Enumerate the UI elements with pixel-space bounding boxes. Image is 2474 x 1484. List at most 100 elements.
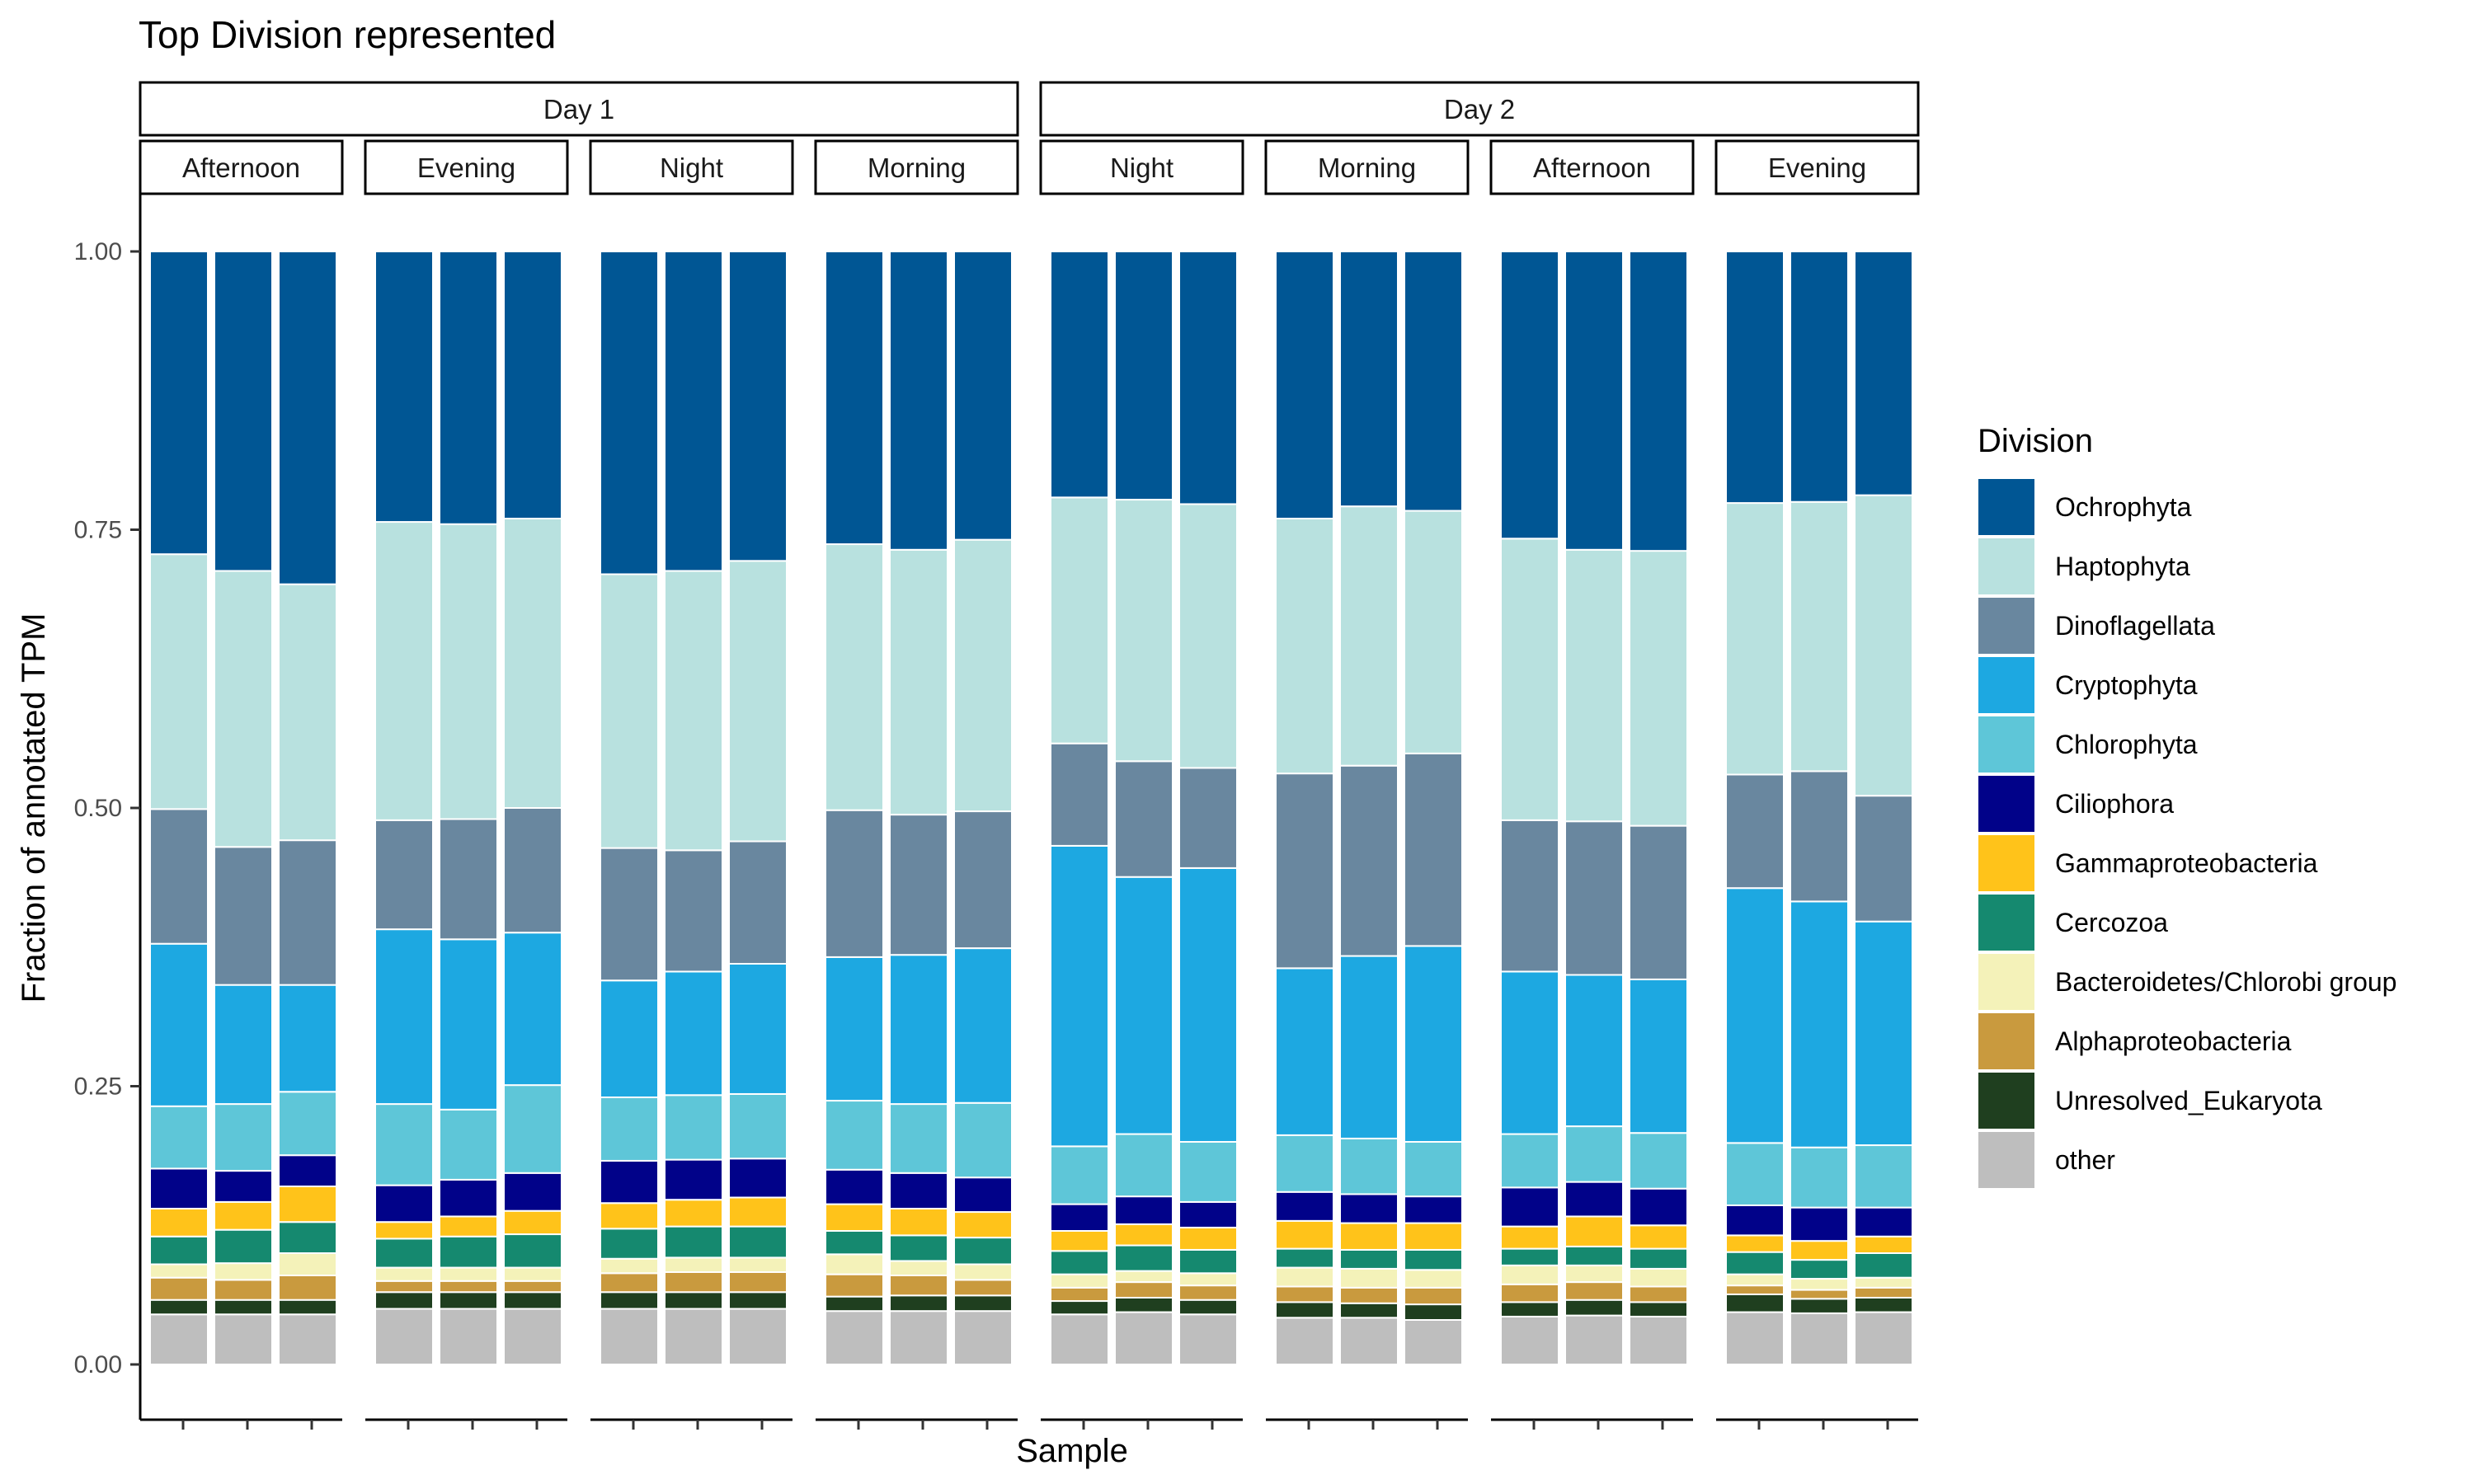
bar-segment bbox=[1725, 1293, 1785, 1313]
bar-segment bbox=[1050, 1273, 1109, 1289]
bar-segment bbox=[1275, 1317, 1334, 1366]
legend-label: Ciliophora bbox=[2055, 789, 2174, 819]
bar-segment bbox=[1339, 251, 1399, 508]
bar-segment bbox=[1339, 1248, 1399, 1270]
day-strip-label: Day 1 bbox=[543, 94, 614, 124]
bar-segment bbox=[825, 1100, 884, 1171]
bar-segment bbox=[1854, 1235, 1913, 1254]
bar-segment bbox=[953, 947, 1013, 1104]
bar-segment bbox=[1178, 1272, 1238, 1287]
bar-segment bbox=[1725, 1273, 1785, 1287]
bar-segment bbox=[374, 1184, 434, 1223]
bar-segment bbox=[728, 1291, 788, 1310]
bar-segment bbox=[664, 1158, 723, 1201]
bar-segment bbox=[889, 1310, 948, 1365]
bar-segment bbox=[1790, 251, 1849, 503]
bar-segment bbox=[600, 1308, 659, 1365]
bar-segment bbox=[374, 819, 434, 931]
bar-segment bbox=[1564, 1181, 1624, 1218]
bar-segment bbox=[1854, 1286, 1913, 1298]
y-tick-label: 0.25 bbox=[74, 1073, 122, 1101]
bar-segment bbox=[889, 1234, 948, 1262]
bar-segment bbox=[278, 583, 337, 842]
bar-segment bbox=[664, 1225, 723, 1259]
bar-segment bbox=[214, 1200, 273, 1231]
bar-segment bbox=[1500, 251, 1559, 540]
bar-segment bbox=[600, 847, 659, 982]
bar-segment bbox=[439, 1308, 498, 1365]
legend: Division Ochrophyta Haptophyta Dinoflagell… bbox=[1977, 423, 2396, 1190]
day-strip bbox=[1039, 81, 1920, 137]
bar-segment bbox=[1854, 251, 1913, 496]
bar-segment bbox=[374, 1280, 434, 1294]
bar-segment bbox=[1339, 1302, 1399, 1319]
bar-segment bbox=[503, 1266, 562, 1282]
bar-segment bbox=[1500, 1247, 1559, 1266]
legend-swatch bbox=[1977, 715, 2036, 774]
bar-segment bbox=[953, 1294, 1013, 1313]
bar-segment bbox=[953, 1237, 1013, 1266]
bar-segment bbox=[1500, 1264, 1559, 1285]
bar-segment bbox=[1178, 1200, 1238, 1228]
bar-segment bbox=[1404, 1222, 1463, 1251]
bar-segment bbox=[503, 1291, 562, 1310]
bar-segment bbox=[1178, 503, 1238, 769]
bar-segment bbox=[1339, 1267, 1399, 1289]
legend-label: Haptophyta bbox=[2055, 552, 2190, 581]
bar-segment bbox=[1500, 970, 1559, 1135]
bar-segment bbox=[1854, 1276, 1913, 1289]
bar-segment bbox=[1500, 538, 1559, 821]
bar-segment bbox=[1790, 1240, 1849, 1261]
bar-segment bbox=[439, 1235, 498, 1269]
bar-segment bbox=[825, 1253, 884, 1275]
bar-segment bbox=[889, 1172, 948, 1210]
bar-segment bbox=[1854, 1144, 1913, 1209]
bar-segment bbox=[214, 1170, 273, 1203]
bar-segment bbox=[953, 1279, 1013, 1297]
bar-segment bbox=[1725, 887, 1785, 1144]
bar-segment bbox=[889, 954, 948, 1106]
legend-swatch bbox=[1977, 893, 2036, 952]
bar-segment bbox=[1500, 1315, 1559, 1365]
bar-segment bbox=[214, 1298, 273, 1316]
bar-segment bbox=[728, 840, 788, 965]
bar-segment bbox=[889, 1275, 948, 1297]
day-strip bbox=[139, 81, 1019, 137]
bar-segment bbox=[439, 1266, 498, 1282]
bar-segment bbox=[1564, 1125, 1624, 1183]
bar-segment bbox=[503, 1308, 562, 1365]
bar-segment bbox=[664, 1199, 723, 1228]
bar-segment bbox=[1404, 1303, 1463, 1321]
bar-segment bbox=[374, 1291, 434, 1310]
bar-segment bbox=[503, 1280, 562, 1294]
legend-label: Chlorophyta bbox=[2055, 730, 2198, 759]
bar-segment bbox=[1114, 251, 1174, 501]
bar-segment bbox=[889, 548, 948, 816]
bar-segment bbox=[1275, 518, 1334, 775]
bar-segment bbox=[1404, 1141, 1463, 1198]
bar-segment bbox=[214, 1228, 273, 1265]
bar-segment bbox=[1339, 1317, 1399, 1366]
bar-segment bbox=[1629, 1267, 1688, 1288]
bar-segment bbox=[1564, 1245, 1624, 1266]
bar-segment bbox=[149, 251, 209, 556]
bar-segment bbox=[503, 251, 562, 519]
bar-segment bbox=[1178, 1313, 1238, 1365]
bar-segment bbox=[1339, 955, 1399, 1139]
legend-swatch bbox=[1977, 537, 2036, 596]
bar-segment bbox=[825, 1310, 884, 1365]
bar-segment bbox=[1790, 1259, 1849, 1280]
bar-segment bbox=[1114, 1133, 1174, 1198]
bar-segment bbox=[149, 1313, 209, 1365]
bar-segment bbox=[664, 1094, 723, 1161]
bar-segment bbox=[1178, 1284, 1238, 1301]
bar-segment bbox=[1114, 499, 1174, 763]
legend-label: Bacteroidetes/Chlorobi group bbox=[2055, 967, 2396, 997]
bar-segment bbox=[278, 839, 337, 986]
bar-segment bbox=[278, 1313, 337, 1365]
bar-segment bbox=[278, 984, 337, 1093]
bar-segment bbox=[1404, 1286, 1463, 1306]
bar-segment bbox=[1629, 1315, 1688, 1365]
bar-segment bbox=[374, 1266, 434, 1282]
bar-segment bbox=[1725, 1234, 1785, 1253]
